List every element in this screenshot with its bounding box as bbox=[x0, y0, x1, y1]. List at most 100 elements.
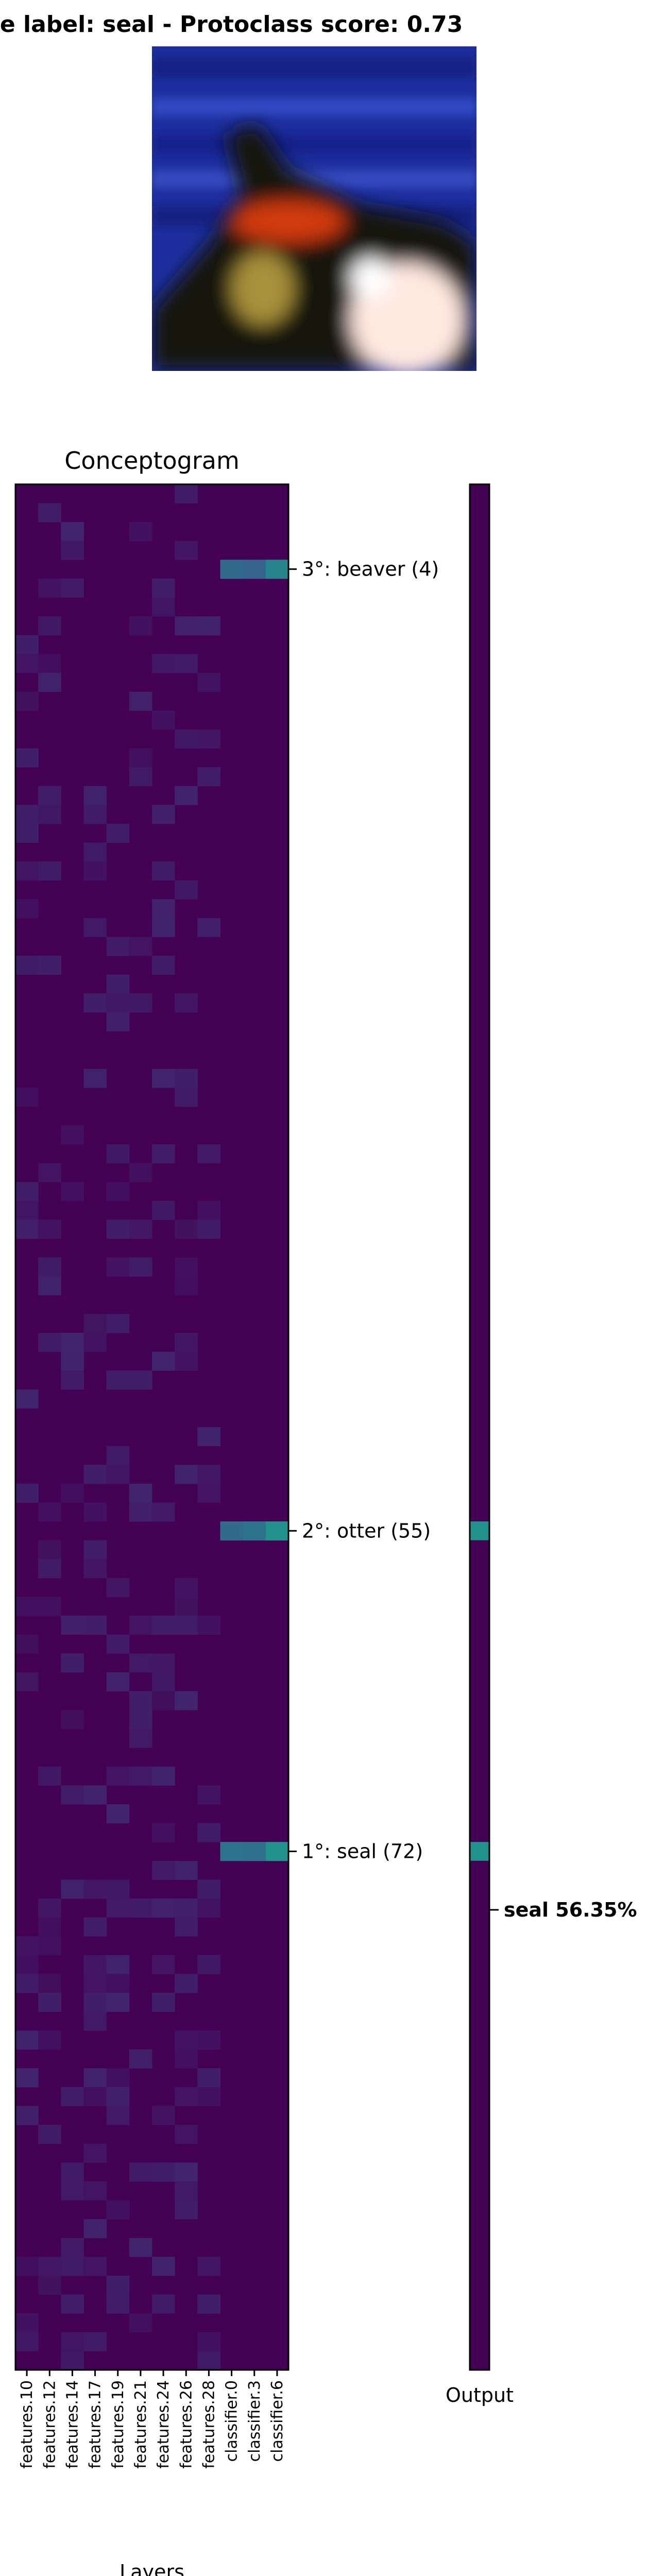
heatmap-cell bbox=[15, 861, 39, 881]
heatmap-cell bbox=[38, 2276, 61, 2295]
row-labels: 3°: beaver (4) 2°: otter (55) 1°: seal (72… bbox=[288, 558, 439, 1863]
heatmap-cell bbox=[175, 1351, 198, 1371]
heatmap-cell bbox=[83, 2068, 107, 2088]
heatmap-cell bbox=[61, 1351, 84, 1371]
heatmap-cell bbox=[38, 1917, 61, 1937]
heatmap-cell bbox=[265, 1842, 289, 1861]
heatmap-cell bbox=[15, 1483, 39, 1503]
heatmap-cell bbox=[175, 1088, 198, 1107]
figure-title: True label: seal - Protoclass score: 0.7… bbox=[0, 11, 463, 38]
heatmap-cell bbox=[38, 503, 61, 522]
heatmap-cell bbox=[152, 1200, 175, 1220]
heatmap-cell bbox=[197, 2257, 220, 2276]
heatmap-cell bbox=[129, 1616, 152, 1635]
heatmap-cell bbox=[106, 1804, 130, 1824]
heatmap-cell bbox=[106, 1257, 130, 1277]
heatmap-cell bbox=[152, 1691, 175, 1710]
heatmap-cell bbox=[83, 1993, 107, 2012]
heatmap-cell bbox=[175, 1899, 198, 1918]
heatmap-cell bbox=[106, 1766, 130, 1786]
heatmap-cell bbox=[152, 861, 175, 881]
heatmap-cell bbox=[106, 2068, 130, 2088]
heatmap-cell bbox=[152, 1653, 175, 1673]
heatmap-cell bbox=[175, 2181, 198, 2201]
row-label: 2°: otter (55) bbox=[302, 1519, 431, 1542]
heatmap-cell bbox=[175, 2125, 198, 2144]
heatmap-cell bbox=[243, 1842, 266, 1861]
heatmap-cell bbox=[38, 861, 61, 881]
heatmap-cell bbox=[129, 1502, 152, 1522]
heatmap-cell bbox=[106, 937, 130, 956]
output-cell bbox=[470, 1842, 489, 1861]
heatmap-cell bbox=[38, 1936, 61, 1956]
heatmap-cell bbox=[15, 1672, 39, 1691]
heatmap-cell bbox=[175, 1578, 198, 1597]
heatmap-cell bbox=[15, 2068, 39, 2088]
row-label: 1°: seal (72) bbox=[302, 1840, 423, 1863]
heatmap-cell bbox=[61, 1182, 84, 1201]
heatmap-cell bbox=[38, 1559, 61, 1579]
layer-tick-label: features.17 bbox=[87, 2380, 105, 2469]
heatmap-cell bbox=[129, 2162, 152, 2182]
heatmap-cell bbox=[38, 2257, 61, 2276]
heatmap-cell bbox=[83, 2087, 107, 2107]
heatmap-cell bbox=[15, 1088, 39, 1107]
heatmap-cell bbox=[61, 2181, 84, 2201]
heatmap-cell bbox=[61, 2162, 84, 2182]
heatmap-cell bbox=[220, 1521, 244, 1541]
heatmap-cell bbox=[129, 993, 152, 1013]
heatmap-cell bbox=[38, 1540, 61, 1560]
heatmap-cell bbox=[197, 1616, 220, 1635]
heatmap-cell bbox=[61, 1710, 84, 1730]
heatmap-cell bbox=[83, 2143, 107, 2163]
heatmap-cell bbox=[83, 2257, 107, 2276]
layer-tick-label: classifier.6 bbox=[268, 2380, 286, 2462]
heatmap-cell bbox=[83, 2332, 107, 2351]
heatmap-cell bbox=[61, 1483, 84, 1503]
heatmap-cell bbox=[106, 1219, 130, 1239]
layer-tick-label: features.14 bbox=[63, 2380, 81, 2469]
heatmap-cell bbox=[106, 1465, 130, 1484]
heatmap-cell bbox=[197, 1219, 220, 1239]
heatmap-cell bbox=[152, 1766, 175, 1786]
layer-tick-label: features.21 bbox=[132, 2380, 150, 2469]
heatmap-cell bbox=[38, 1163, 61, 1182]
heatmap-cell bbox=[197, 1483, 220, 1503]
output-column bbox=[470, 484, 489, 2370]
heatmap-cell bbox=[197, 1823, 220, 1842]
heatmap-cell bbox=[83, 1974, 107, 1993]
heatmap-cell bbox=[106, 1974, 130, 1993]
heatmap-cell bbox=[152, 899, 175, 919]
heatmap-cell bbox=[61, 2087, 84, 2107]
heatmap-cell bbox=[220, 1842, 244, 1861]
heatmap-cell bbox=[175, 1917, 198, 1937]
heatmap-cell bbox=[197, 2351, 220, 2370]
layer-tick-label: features.24 bbox=[155, 2380, 173, 2469]
heatmap-cell bbox=[15, 1955, 39, 1974]
heatmap-cell bbox=[106, 1012, 130, 1031]
heatmap-cell bbox=[106, 1672, 130, 1691]
heatmap-cell bbox=[243, 560, 266, 579]
heatmap-cell bbox=[197, 2030, 220, 2050]
heatmap-cell bbox=[83, 805, 107, 824]
heatmap-cell bbox=[197, 1144, 220, 1164]
heatmap-cell bbox=[15, 1634, 39, 1654]
heatmap-cell bbox=[152, 1502, 175, 1522]
heatmap-cell bbox=[197, 918, 220, 937]
layer-tick-label: classifier.0 bbox=[223, 2380, 241, 2462]
heatmap-cell bbox=[106, 2276, 130, 2295]
heatmap-cell bbox=[15, 805, 39, 824]
heatmap-cell bbox=[175, 786, 198, 805]
heatmap-cell bbox=[197, 2087, 220, 2107]
heatmap-cell bbox=[152, 1351, 175, 1371]
heatmap-cell bbox=[152, 956, 175, 975]
heatmap-cell bbox=[61, 1785, 84, 1805]
heatmap-cell bbox=[15, 2030, 39, 2050]
heatmap-cell bbox=[15, 1936, 39, 1956]
heatmap-cell bbox=[197, 767, 220, 787]
heatmap-cell bbox=[152, 1616, 175, 1635]
x-axis-label: Layers bbox=[120, 2561, 184, 2576]
heatmap-cell bbox=[129, 1691, 152, 1710]
heatmap-cell bbox=[129, 748, 152, 768]
